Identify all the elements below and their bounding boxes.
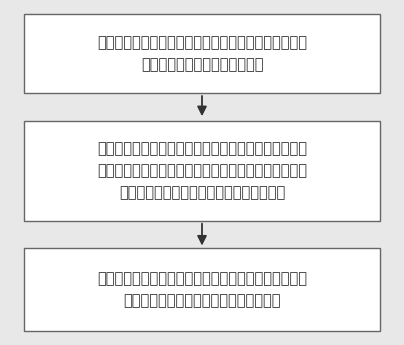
- Text: 利用热路法计算稳态下电缆导体温度的计算值与电缆各
层结构材料的导热系数的关系式: 利用热路法计算稳态下电缆导体温度的计算值与电缆各 层结构材料的导热系数的关系式: [97, 35, 307, 72]
- Text: 利用灵敏度原理计算电缆各层结构材料的导热系数与相
应的灵敏度的函数关系，并根据所述函数关系计算电缆
各层结构材料的导热系数所对应的灵敏度值: 利用灵敏度原理计算电缆各层结构材料的导热系数与相 应的灵敏度的函数关系，并根据所…: [97, 141, 307, 200]
- Text: 根据所述灵敏度值对选取的导热系数值进行调整，再根
据调整后的导热系数值计算电缆导体温度: 根据所述灵敏度值对选取的导热系数值进行调整，再根 据调整后的导热系数值计算电缆导…: [97, 271, 307, 308]
- FancyBboxPatch shape: [24, 121, 380, 221]
- FancyBboxPatch shape: [24, 248, 380, 331]
- FancyBboxPatch shape: [24, 14, 380, 93]
